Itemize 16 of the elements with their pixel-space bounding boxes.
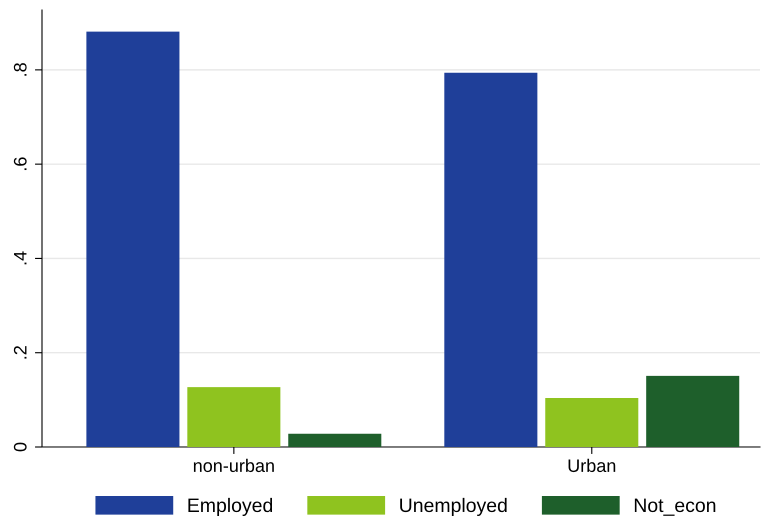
bar [646,376,740,447]
x-tick-label: non-urban [194,458,274,472]
bar [288,434,382,447]
y-tick-label: 0 [14,442,27,452]
bar [545,398,638,447]
y-tick-label: .4 [14,251,26,264]
y-tick-label: .6 [14,157,27,170]
legend-label: Employed [188,498,272,516]
y-tick-label: .2 [14,346,26,359]
x-tick-label: Urban [568,458,616,472]
y-tick-label: .8 [14,63,27,76]
bar [444,72,538,447]
bar [86,32,180,447]
legend-label: Unemployed [400,498,507,516]
bar [187,387,280,447]
legend-label: Not_econ [634,498,716,516]
